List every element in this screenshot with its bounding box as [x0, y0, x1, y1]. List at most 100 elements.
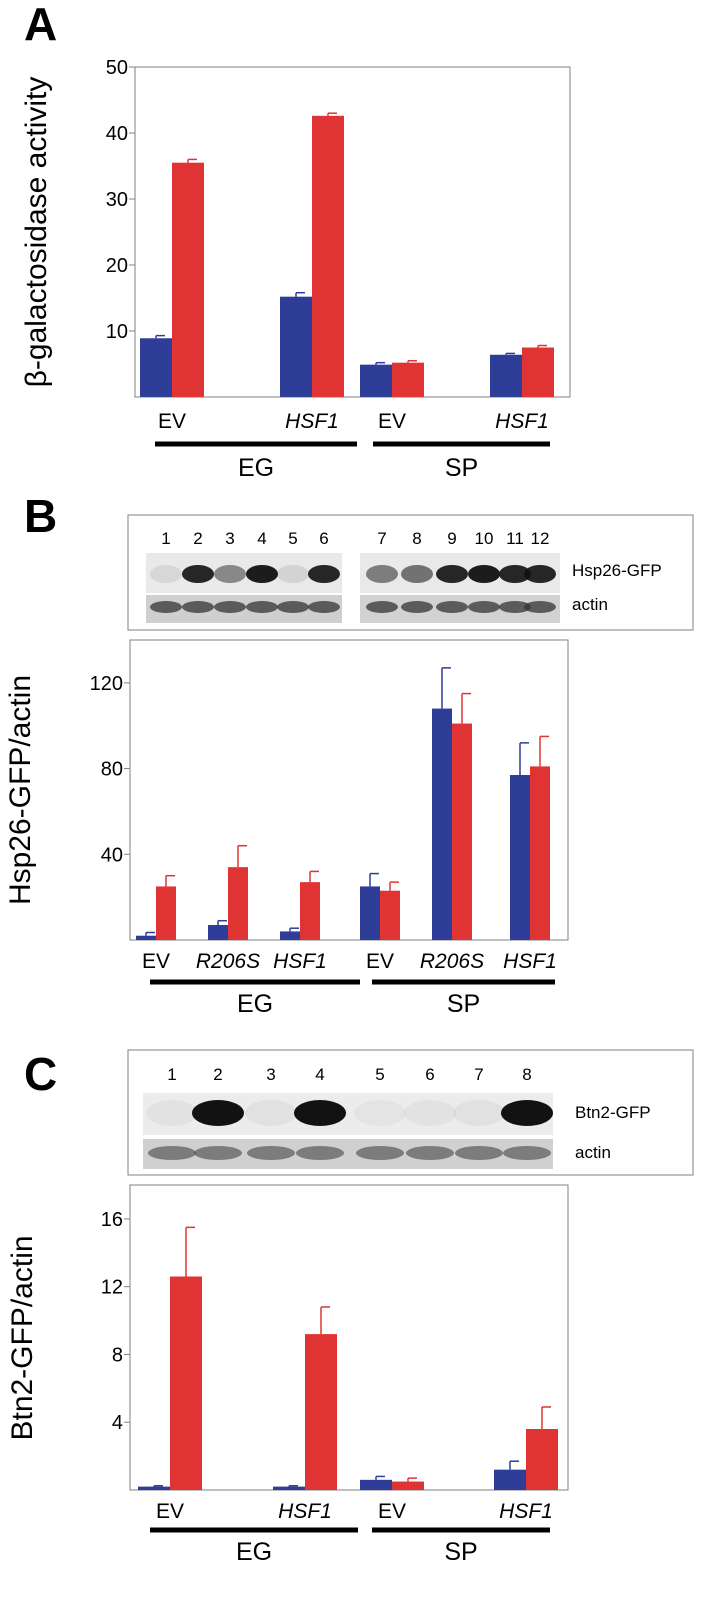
blot-band [468, 601, 500, 613]
lane-number: 3 [225, 529, 234, 548]
lane-number: 8 [412, 529, 421, 548]
y-tick-label: 16 [101, 1209, 123, 1231]
lane-number: 4 [315, 1065, 324, 1084]
bar-series-2 [526, 1429, 558, 1490]
bar-series-1 [360, 886, 380, 940]
bar-series-1 [494, 1469, 526, 1490]
bar-series-2 [170, 1276, 202, 1490]
blot-band [404, 1100, 456, 1126]
y-tick-label: 20 [106, 255, 128, 277]
category-label: HSF1 [285, 410, 339, 433]
blot-band [192, 1100, 244, 1126]
group-label: EG [238, 454, 274, 482]
bar-series-1 [273, 1486, 305, 1490]
y-axis-title: β-galactosidase activity [20, 77, 53, 388]
blot-band [455, 1146, 503, 1160]
blot-band [246, 565, 278, 583]
bar-series-2 [228, 867, 248, 940]
lane-number: 2 [193, 529, 202, 548]
y-tick-label: 4 [112, 1412, 123, 1434]
blot-band [296, 1146, 344, 1160]
blot-band [354, 1100, 406, 1126]
blot-band [401, 601, 433, 613]
bar-series-2 [380, 890, 400, 940]
plot-frame [134, 66, 571, 398]
western-blot-c: 1 2 3 4 5 6 7 8 Btn2-GFP actin [127, 1049, 694, 1176]
panel-letter-c: C [24, 1048, 57, 1100]
y-tick-label: 50 [106, 57, 128, 79]
bar-series-1 [490, 354, 522, 397]
blot-band [436, 565, 468, 583]
blot-band [503, 1146, 551, 1160]
plot-frame [129, 1184, 569, 1491]
blot-band [501, 1100, 553, 1126]
category-label: EV [142, 950, 170, 973]
bar-series-2 [156, 886, 176, 940]
bar-series-2 [300, 882, 320, 940]
bar-series-2 [530, 766, 550, 940]
blot-row-label: Hsp26-GFP [572, 561, 662, 580]
y-tick-label: 80 [101, 759, 123, 781]
y-tick-label: 10 [106, 321, 128, 343]
blot-row-label: actin [575, 1143, 611, 1162]
chart-b: 40 80 120 Hsp26-GFP/actin EV R206S HSF1 EV R206S… [4, 639, 569, 1018]
lane-number: 5 [375, 1065, 384, 1084]
blot-band [194, 1146, 242, 1160]
y-tick-label: 40 [101, 844, 123, 866]
blot-band [150, 565, 182, 583]
blot-band [356, 1146, 404, 1160]
blot-band [406, 1146, 454, 1160]
category-label: EV [366, 950, 394, 973]
bar-series-1 [360, 1479, 392, 1490]
blot-band [247, 1146, 295, 1160]
category-label: EV [378, 410, 406, 433]
bar-series-1 [140, 338, 172, 397]
blot-band [277, 601, 309, 613]
bar-series-2 [172, 162, 204, 397]
blot-band [245, 1100, 297, 1126]
bar-series-1 [360, 364, 392, 397]
group-label: SP [444, 1538, 477, 1566]
panel-letter-a: A [24, 0, 57, 50]
blot-band [308, 565, 340, 583]
blot-band [366, 565, 398, 583]
category-label: EV [158, 410, 186, 433]
blot-band [146, 1100, 198, 1126]
blot-band [453, 1100, 505, 1126]
chart-a: 10 20 30 40 50 β-galactosidase activity EV HSF1… [20, 57, 571, 482]
blot-band [182, 601, 214, 613]
bar-series-2 [452, 723, 472, 940]
lane-number: 6 [425, 1065, 434, 1084]
bar-series-2 [312, 115, 344, 397]
group-label: SP [447, 990, 480, 1018]
blot-band [499, 565, 531, 583]
blot-band [499, 601, 531, 613]
bar-series-2 [392, 1481, 424, 1490]
lane-number: 10 [475, 529, 494, 548]
bar-series-2 [305, 1334, 337, 1490]
y-tick-label: 120 [90, 673, 123, 695]
bar-series-1 [432, 708, 452, 940]
bar-series-2 [522, 347, 554, 397]
chart-c: 4 8 12 16 Btn2-GFP/actin EV HSF1 EV HSF1 EG SP [6, 1184, 569, 1566]
y-tick-label: 8 [112, 1344, 123, 1366]
group-label: SP [445, 454, 478, 482]
y-tick-label: 12 [101, 1277, 123, 1299]
category-label: EV [378, 1500, 406, 1523]
blot-row-label: Btn2-GFP [575, 1103, 651, 1122]
group-label: EG [237, 990, 273, 1018]
bar-series-1 [208, 925, 228, 940]
blot-band [366, 601, 398, 613]
bar-series-2 [392, 362, 424, 397]
category-label: EV [156, 1500, 184, 1523]
lane-number: 1 [161, 529, 170, 548]
lane-number: 5 [288, 529, 297, 548]
group-label: EG [236, 1538, 272, 1566]
bar-series-1 [138, 1486, 170, 1490]
bar-series-1 [510, 775, 530, 940]
y-axis-title: Hsp26-GFP/actin [4, 675, 37, 905]
lane-number: 1 [167, 1065, 176, 1084]
lane-number: 7 [377, 529, 386, 548]
